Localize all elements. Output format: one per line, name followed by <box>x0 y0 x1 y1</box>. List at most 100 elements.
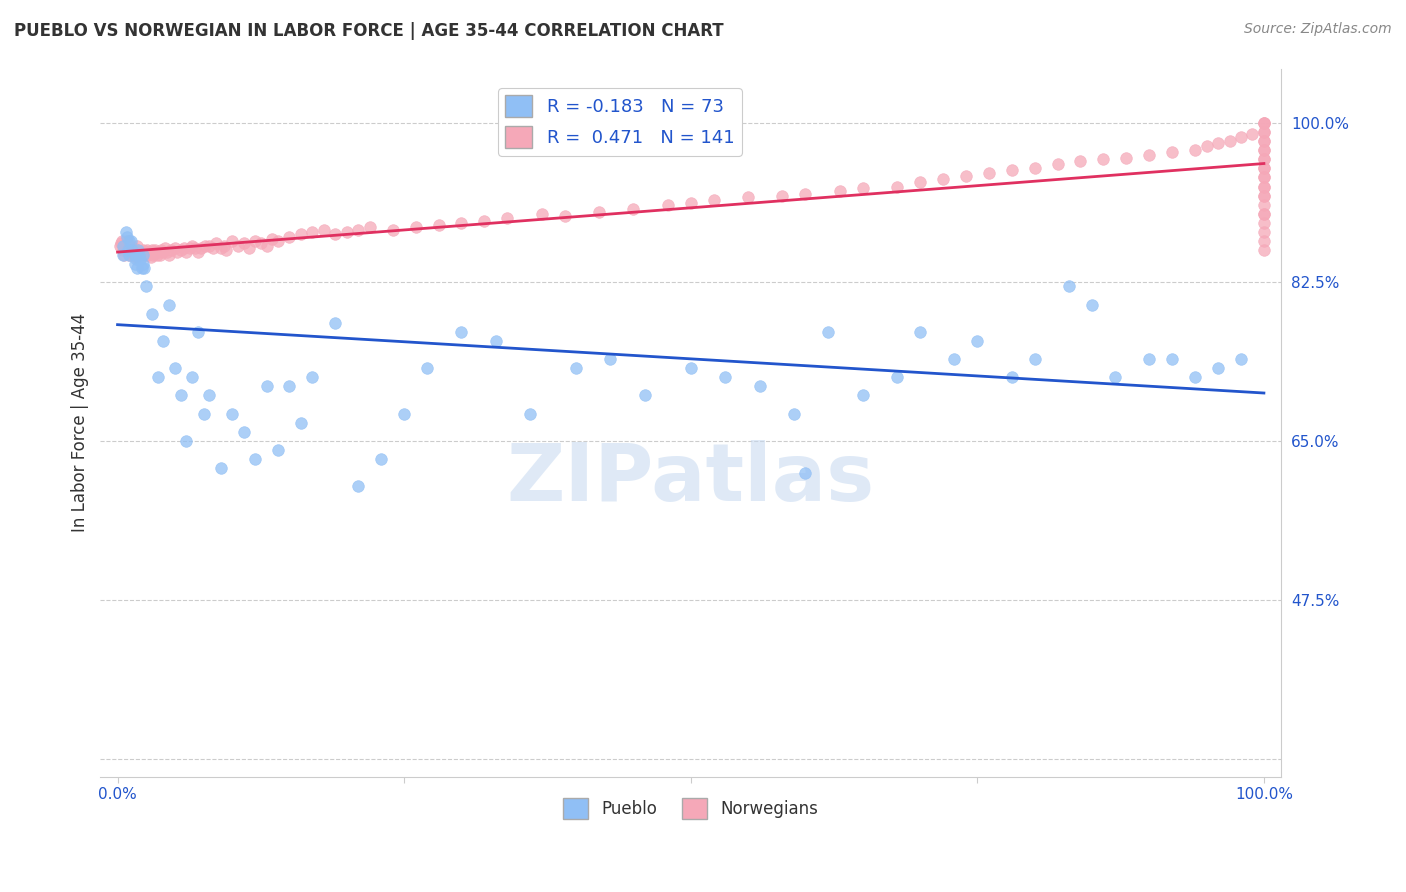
Point <box>143 244 166 259</box>
Point <box>146 370 169 384</box>
Point <box>301 370 323 384</box>
Point <box>267 442 290 457</box>
Point <box>212 238 235 252</box>
Point <box>955 169 977 183</box>
Point <box>198 238 221 252</box>
Point <box>1253 134 1275 148</box>
Point <box>1253 161 1275 176</box>
Point <box>1253 170 1275 185</box>
Point <box>1001 163 1024 178</box>
Point <box>1137 148 1160 162</box>
Point <box>1115 151 1137 165</box>
Point <box>852 181 875 195</box>
Point <box>118 234 141 248</box>
Point <box>124 248 146 262</box>
Point <box>1253 179 1275 194</box>
Point <box>278 229 301 244</box>
Point <box>118 248 141 262</box>
Point <box>852 388 875 402</box>
Point <box>111 234 134 248</box>
Point <box>474 214 496 228</box>
Point <box>1253 125 1275 139</box>
Point <box>370 452 392 467</box>
Point <box>977 166 1000 180</box>
Point <box>908 175 931 189</box>
Point <box>405 220 427 235</box>
Point <box>1046 157 1069 171</box>
Point <box>1253 125 1275 139</box>
Point <box>1081 298 1104 312</box>
Point <box>163 361 186 376</box>
Point <box>129 248 152 262</box>
Point <box>138 248 160 262</box>
Point <box>176 244 198 259</box>
Point <box>1206 361 1229 376</box>
Point <box>770 188 793 202</box>
Point <box>794 186 817 201</box>
Point <box>194 238 217 252</box>
Point <box>238 241 260 255</box>
Point <box>1253 170 1275 185</box>
Point <box>134 244 156 259</box>
Point <box>157 248 180 262</box>
Point <box>1253 216 1275 230</box>
Point <box>226 238 249 252</box>
Point <box>125 252 148 267</box>
Point <box>141 307 163 321</box>
Point <box>250 235 273 250</box>
Point <box>153 241 176 255</box>
Point <box>496 211 519 226</box>
Point <box>278 379 301 393</box>
Point <box>135 248 157 262</box>
Point <box>267 234 290 248</box>
Point <box>128 244 150 259</box>
Point <box>1253 188 1275 202</box>
Point <box>886 370 908 384</box>
Point <box>215 243 238 257</box>
Point <box>201 241 224 255</box>
Point <box>485 334 508 348</box>
Point <box>118 238 141 252</box>
Point <box>1253 143 1275 157</box>
Point <box>427 218 450 232</box>
Point <box>152 244 174 259</box>
Point <box>1230 352 1253 367</box>
Point <box>181 370 204 384</box>
Point <box>112 248 135 262</box>
Point <box>112 243 135 257</box>
Point <box>1057 279 1080 293</box>
Point <box>1253 225 1275 239</box>
Point <box>127 248 149 262</box>
Point <box>817 325 839 339</box>
Point <box>122 241 145 255</box>
Point <box>243 234 266 248</box>
Y-axis label: In Labor Force | Age 35-44: In Labor Force | Age 35-44 <box>72 313 89 533</box>
Point <box>121 243 143 257</box>
Point <box>181 238 204 252</box>
Point <box>135 279 157 293</box>
Point <box>124 257 146 271</box>
Point <box>966 334 988 348</box>
Point <box>187 244 209 259</box>
Point <box>737 190 759 204</box>
Point <box>120 244 142 259</box>
Point <box>173 241 195 255</box>
Point <box>1253 116 1275 130</box>
Point <box>114 225 136 239</box>
Point <box>139 251 162 265</box>
Point <box>117 244 139 259</box>
Point <box>179 241 201 255</box>
Point <box>347 479 370 493</box>
Point <box>157 298 180 312</box>
Point <box>1253 234 1275 248</box>
Point <box>1253 143 1275 157</box>
Point <box>450 325 472 339</box>
Point <box>160 243 183 257</box>
Point <box>1024 352 1046 367</box>
Point <box>1241 127 1264 141</box>
Point <box>748 379 770 393</box>
Point <box>1253 116 1275 130</box>
Point <box>187 325 209 339</box>
Point <box>156 244 179 259</box>
Point <box>136 243 159 257</box>
